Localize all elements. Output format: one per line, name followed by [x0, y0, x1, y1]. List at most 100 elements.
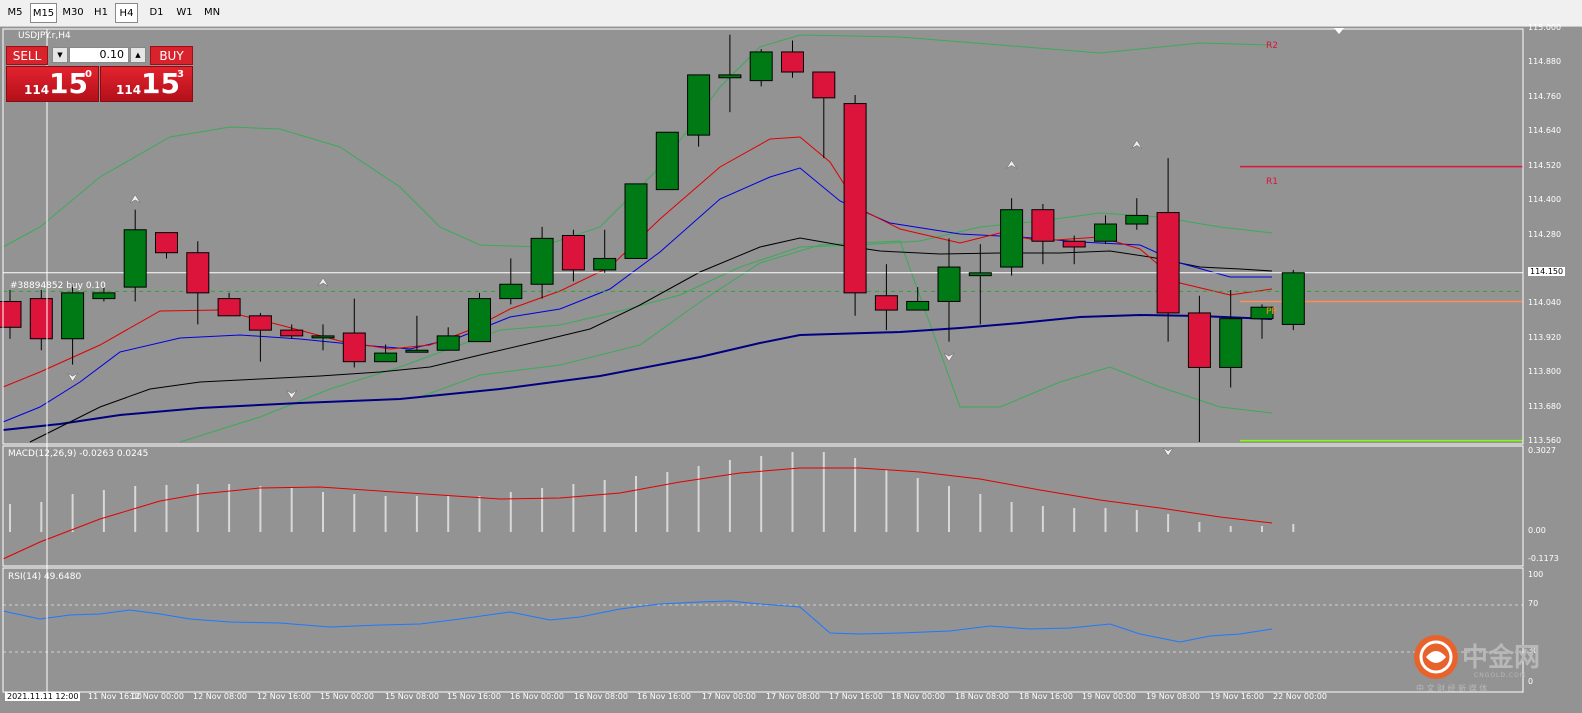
candle-body	[812, 71, 836, 99]
price-axis-label: 113.560	[1528, 436, 1562, 445]
timeframe-h1[interactable]: H1	[94, 7, 108, 18]
timeframe-m5[interactable]: M5	[7, 7, 23, 18]
price-axis-label: 115.000	[1528, 23, 1562, 32]
candle	[624, 183, 648, 259]
time-axis-label: 19 Nov 00:00	[1082, 692, 1136, 701]
candle-body	[186, 252, 210, 294]
chart-window[interactable]: USDJPY.r,H4 SELL ▼ 0.10 ▲ BUY 114 15 0 1…	[0, 23, 1582, 713]
candle-body	[781, 51, 804, 73]
pivot-r2-label: R2	[1266, 41, 1278, 51]
price-axis-label: 114.400	[1528, 195, 1562, 205]
current-price-tag: 114.150	[1528, 266, 1566, 276]
candle	[280, 324, 304, 339]
candle-body	[280, 329, 304, 337]
chart-canvas[interactable]	[0, 27, 1582, 713]
macd-axis-label: -0.1173	[1528, 554, 1559, 563]
lot-increase-button[interactable]: ▲	[130, 47, 146, 63]
band-mid-line	[419, 240, 1273, 414]
timeframe-toolbar: M5 M15 M30 H1 H4 D1 W1 MN	[0, 0, 1582, 27]
candle	[530, 226, 554, 299]
fractal-down-icon	[286, 390, 297, 399]
buy-price-box[interactable]: 114 15 3	[100, 66, 193, 102]
candle-body	[29, 298, 53, 340]
sell-button[interactable]: SELL	[6, 46, 48, 65]
candle	[1156, 158, 1180, 342]
candle-body	[749, 51, 773, 82]
candle-body	[1281, 272, 1305, 325]
price-axis-label: 114.280	[1528, 229, 1562, 239]
candle	[687, 74, 711, 147]
timeframe-m30[interactable]: M30	[62, 7, 84, 18]
timeframe-m15[interactable]: M15	[30, 3, 57, 23]
candle	[1250, 304, 1274, 339]
candle-body	[1219, 318, 1243, 368]
candle	[311, 324, 335, 351]
time-axis-label: 12 Nov 16:00	[257, 692, 311, 701]
macd-label: MACD(12,26,9) -0.0263 0.0245	[8, 449, 149, 459]
sell-price-box[interactable]: 114 15 0	[6, 66, 99, 102]
candle-body	[561, 235, 585, 271]
candle	[155, 232, 178, 259]
rsi-axis-label: 30	[1528, 646, 1539, 655]
candle	[1000, 198, 1024, 276]
time-axis-label: 18 Nov 00:00	[891, 692, 945, 701]
candle-body	[1031, 209, 1055, 242]
candle	[718, 34, 742, 113]
price-axis-label: 114.880	[1528, 57, 1562, 67]
candle	[123, 209, 147, 302]
lot-decrease-button[interactable]: ▼	[52, 47, 68, 63]
candle-body	[374, 352, 398, 363]
candle-body	[436, 335, 460, 351]
time-axis-label: 11 Nov 16:00	[88, 692, 142, 701]
candle-body	[593, 257, 617, 271]
candle-body	[1062, 240, 1086, 248]
candle	[1125, 198, 1149, 230]
pivot-r1-label: R1	[1266, 177, 1278, 187]
candle	[248, 312, 272, 362]
sell-price-main: 15	[49, 67, 88, 100]
fractal-up-icon	[1131, 139, 1143, 149]
macd-frame	[2, 445, 1524, 567]
fractal-up-icon	[129, 194, 141, 204]
candle-body	[217, 298, 241, 317]
rsi-axis-label: 100	[1528, 570, 1544, 579]
timeframe-d1[interactable]: D1	[149, 7, 164, 18]
candle	[1031, 203, 1055, 265]
cngold-logo-icon	[1414, 635, 1458, 679]
candle	[405, 315, 429, 353]
buy-button[interactable]: BUY	[150, 46, 193, 65]
candle-body	[311, 335, 335, 339]
price-axis-label: 114.760	[1528, 91, 1562, 101]
candle	[374, 344, 398, 363]
main-chart-frame	[2, 28, 1524, 445]
buy-price-main: 15	[141, 67, 180, 100]
candle-body	[1094, 223, 1117, 242]
watermark-name: 中金网	[1462, 643, 1541, 673]
timeframe-mn[interactable]: MN	[203, 7, 221, 18]
candle	[843, 94, 867, 316]
candle-body	[624, 183, 648, 259]
macd-axis-label: 0.00	[1528, 526, 1546, 535]
crosshair-time-tag: 2021.11.11 12:00	[5, 692, 81, 701]
sell-price-sup: 0	[85, 69, 92, 80]
timeframe-h4[interactable]: H4	[115, 3, 138, 23]
candle-body	[1187, 312, 1211, 368]
price-axis-label: 113.800	[1528, 367, 1562, 377]
timeframe-w1[interactable]: W1	[176, 7, 193, 18]
watermark-tagline: 中 文 财 经 新 媒 体	[1416, 684, 1488, 693]
candle-body	[718, 74, 742, 79]
candle	[655, 131, 679, 191]
lot-size-input[interactable]: 0.10	[69, 47, 129, 63]
time-axis-label: 18 Nov 08:00	[955, 692, 1009, 701]
candle-body	[843, 103, 867, 294]
time-axis-label: 15 Nov 08:00	[385, 692, 439, 701]
sell-price-prefix: 114	[24, 83, 50, 97]
time-axis-label: 18 Nov 16:00	[1019, 692, 1073, 701]
candle-body	[937, 266, 961, 302]
band-lower-line	[179, 212, 1273, 443]
candle-body	[1125, 214, 1149, 225]
candle-body	[61, 292, 85, 340]
time-axis-label: 17 Nov 00:00	[702, 692, 756, 701]
price-axis-label: 113.920	[1528, 332, 1562, 342]
candle-body	[468, 298, 491, 343]
